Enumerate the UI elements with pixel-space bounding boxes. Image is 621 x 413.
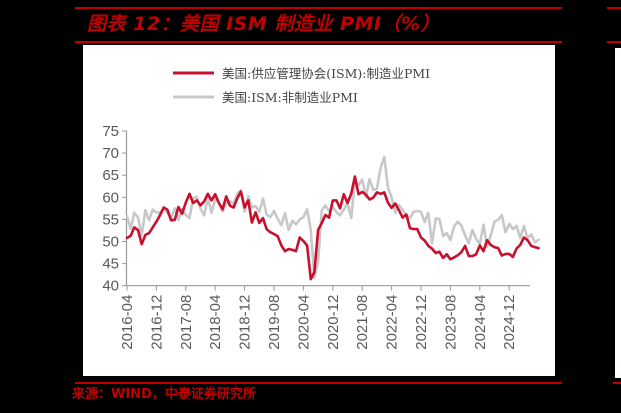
legend: 美国:供应管理协会(ISM):制造业PMI 美国:ISM:非制造业PMI (173, 66, 430, 105)
x-tick-label: 2018-04 (207, 295, 224, 350)
x-tick-label: 2016-04 (119, 295, 136, 350)
legend-label: 美国:ISM:非制造业PMI (222, 90, 358, 105)
axes: 40 45 50 55 60 65 70 75 2016-04 2016-12 2017-08 201… (102, 123, 530, 350)
source-note: 来源：WIND，中泰证券研究所 (72, 387, 256, 402)
x-tick-label: 2019-08 (266, 295, 283, 350)
y-tick-label: 45 (102, 256, 119, 273)
x-tick-label: 2017-08 (178, 295, 195, 350)
adjacent-panel-edge (615, 48, 621, 378)
y-tick-label: 40 (102, 278, 119, 295)
title-underline (75, 41, 562, 43)
figure-title: 图表 12：美国 ISM 制造业 PMI（%） (87, 13, 440, 35)
y-tick-label: 70 (102, 145, 119, 162)
x-tick-label: 2020-12 (325, 295, 342, 350)
y-tick-label: 55 (102, 211, 119, 228)
y-tick-label: 60 (102, 189, 119, 206)
footer-rule-right (613, 382, 621, 384)
legend-label: 美国:供应管理协会(ISM):制造业PMI (222, 66, 430, 81)
x-tick-label: 2022-04 (384, 295, 401, 350)
title-underline-right (607, 41, 621, 43)
series-line (125, 175, 540, 281)
x-tick-label: 2024-12 (501, 295, 518, 350)
x-tick-label: 2018-12 (237, 295, 254, 350)
x-tick-label: 2023-08 (442, 295, 459, 350)
y-tick-label: 75 (102, 123, 119, 140)
x-tick-label: 2024-04 (472, 295, 489, 350)
series-line (125, 155, 540, 280)
y-tick-label: 65 (102, 167, 119, 184)
series-lines (125, 155, 540, 281)
y-tick-label: 50 (102, 234, 119, 251)
x-tick-label: 2022-12 (413, 295, 430, 350)
top-rule (75, 7, 562, 9)
x-tick-label: 2016-12 (148, 295, 165, 350)
top-rule-right (607, 7, 621, 9)
footer-rule (75, 382, 562, 384)
x-tick-label: 2020-04 (295, 295, 312, 350)
x-tick-label: 2021-08 (354, 295, 371, 350)
